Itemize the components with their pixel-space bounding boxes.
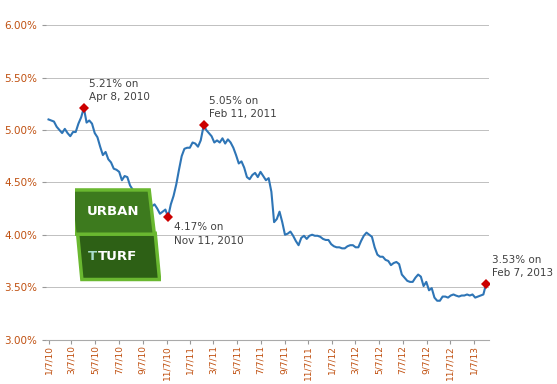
Text: 5.05% on
Feb 11, 2011: 5.05% on Feb 11, 2011: [209, 96, 277, 119]
Text: 4.17% on
Nov 11, 2010: 4.17% on Nov 11, 2010: [174, 222, 243, 246]
Text: 5.21% on
Apr 8, 2010: 5.21% on Apr 8, 2010: [90, 79, 150, 103]
Text: 3.53% on
Feb 7, 2013: 3.53% on Feb 7, 2013: [492, 255, 553, 278]
